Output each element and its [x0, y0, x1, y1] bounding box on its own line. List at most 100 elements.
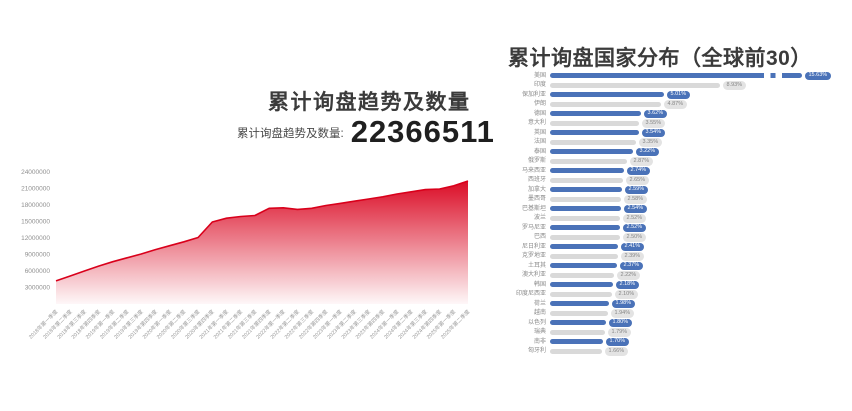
country-bar	[550, 101, 661, 107]
country-bar	[550, 272, 614, 278]
country-value-badge: 1.98%	[612, 299, 635, 308]
country-row: 克罗地亚 2.39%	[500, 252, 852, 262]
country-value-badge: 15.63%	[805, 71, 831, 80]
country-bar	[550, 92, 664, 98]
trend-area-svg: 3000000 6000000 9000000 12000000 15000000 180…	[21, 169, 472, 340]
country-bar-chart[interactable]: 美国 15.63% 印度 8.93% 保加利亚 5.01% 伊朗 4.87% 德国 3.62% 意大…	[500, 71, 852, 356]
country-row: 澳大利亚 2.22%	[500, 271, 852, 281]
country-bar	[550, 120, 639, 126]
country-bar	[550, 320, 606, 326]
y-tick-label: 24000000	[21, 169, 50, 176]
country-row: 巴西 2.50%	[500, 233, 852, 243]
country-bar	[550, 263, 617, 269]
country-value-badge: 3.22%	[636, 147, 659, 156]
country-bar	[550, 111, 641, 117]
country-row: 尼日利亚 2.41%	[500, 242, 852, 252]
country-value-badge: 2.74%	[627, 166, 650, 175]
country-bar	[550, 130, 639, 136]
country-label: 瑞典	[533, 329, 546, 336]
country-label: 印度	[533, 82, 546, 89]
country-row: 越南 1.94%	[500, 309, 852, 319]
country-value-badge: 2.87%	[630, 157, 653, 166]
country-row: 加拿大 2.59%	[500, 185, 852, 195]
country-bar	[550, 282, 613, 288]
country-value-badge: 2.59%	[625, 185, 648, 194]
country-bar	[550, 139, 636, 145]
country-value-badge: 2.41%	[621, 242, 644, 251]
country-value-badge: 2.58%	[624, 195, 647, 204]
country-label: 德国	[533, 110, 546, 117]
country-bar	[550, 82, 720, 88]
country-value-badge: 2.50%	[623, 233, 646, 242]
country-row: 荷兰 1.98%	[500, 299, 852, 309]
country-value-badge: 2.52%	[623, 223, 646, 232]
country-row: 法国 3.35%	[500, 138, 852, 148]
country-label: 巴基斯坦	[521, 205, 546, 212]
country-value-badge: 2.37%	[620, 261, 643, 270]
country-label: 越南	[533, 310, 546, 317]
country-label: 马来西亚	[521, 167, 546, 174]
country-label: 美国	[533, 72, 546, 79]
country-row: 波兰 2.52%	[500, 214, 852, 224]
country-value-badge: 5.01%	[667, 90, 690, 99]
country-label: 保加利亚	[521, 91, 546, 98]
trend-stat-value: 22366511	[350, 114, 495, 149]
country-row: 印度尼西亚 2.10%	[500, 290, 852, 300]
trend-area-chart[interactable]: 3000000 6000000 9000000 12000000 15000000 180…	[6, 164, 496, 370]
country-row: 保加利亚 5.01%	[500, 90, 852, 100]
country-label: 英国	[533, 129, 546, 136]
country-row: 印度 8.93%	[500, 81, 852, 91]
country-label: 墨西哥	[527, 196, 546, 203]
country-value-badge: 2.10%	[615, 290, 638, 299]
country-bar	[550, 168, 624, 174]
country-value-badge: 2.18%	[616, 280, 639, 289]
trend-area-fill	[56, 181, 468, 304]
y-tick-label: 21000000	[21, 186, 50, 193]
country-row: 伊朗 4.87%	[500, 100, 852, 110]
country-value-badge: 8.93%	[723, 81, 746, 90]
country-value-badge: 1.79%	[608, 328, 631, 337]
country-row: 意大利 3.55%	[500, 119, 852, 129]
country-value-badge: 1.80%	[609, 318, 632, 327]
country-label: 西班牙	[527, 177, 546, 184]
country-value-badge: 1.66%	[605, 347, 628, 356]
country-label: 南非	[533, 338, 546, 345]
country-bar	[550, 187, 622, 193]
country-label: 意大利	[527, 120, 546, 127]
country-value-badge: 2.22%	[617, 271, 640, 280]
country-label: 韩国	[533, 281, 546, 288]
country-bar	[550, 301, 609, 307]
country-label: 以色列	[527, 319, 546, 326]
country-bar	[550, 244, 618, 250]
country-row: 墨西哥 2.58%	[500, 195, 852, 205]
country-row: 南非 1.70%	[500, 337, 852, 347]
trend-title: 累计询盘趋势及数量	[268, 91, 471, 115]
country-bar	[550, 215, 620, 221]
country-row: 西班牙 2.65%	[500, 176, 852, 186]
country-row: 韩国 2.18%	[500, 280, 852, 290]
country-label: 泰国	[533, 148, 546, 155]
country-row: 以色列 1.80%	[500, 318, 852, 328]
country-bar	[550, 158, 627, 164]
country-row: 泰国 3.22%	[500, 147, 852, 157]
country-row: 瑞典 1.79%	[500, 328, 852, 338]
country-label: 波兰	[533, 215, 546, 222]
country-value-badge: 3.35%	[639, 138, 662, 147]
country-row: 匈牙利 1.66%	[500, 347, 852, 357]
country-label: 俄罗斯	[527, 158, 546, 165]
country-row: 英国 3.54%	[500, 128, 852, 138]
country-value-badge: 3.62%	[644, 109, 667, 118]
country-bar	[550, 234, 620, 240]
trend-line	[55, 180, 469, 282]
country-row: 德国 3.62%	[500, 109, 852, 119]
country-value-badge: 3.54%	[642, 128, 665, 137]
country-value-badge: 2.54%	[624, 204, 647, 213]
y-tick-label: 18000000	[21, 202, 50, 209]
country-label: 巴西	[533, 234, 546, 241]
country-bar	[550, 196, 621, 202]
country-bar	[550, 310, 608, 316]
country-label: 匈牙利	[527, 348, 546, 355]
country-label: 加拿大	[527, 186, 546, 193]
country-label: 澳大利亚	[521, 272, 546, 279]
